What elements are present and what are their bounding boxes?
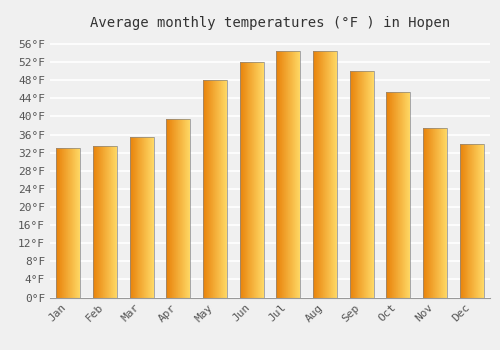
Bar xyxy=(56,148,80,298)
Bar xyxy=(130,137,154,298)
Bar xyxy=(276,51,300,298)
Bar xyxy=(93,146,117,298)
Bar xyxy=(350,71,374,298)
Bar xyxy=(313,51,337,298)
Bar xyxy=(460,144,483,298)
Bar xyxy=(386,92,410,298)
Bar xyxy=(203,80,227,298)
Bar xyxy=(240,62,264,298)
Title: Average monthly temperatures (°F ) in Hopen: Average monthly temperatures (°F ) in Ho… xyxy=(90,16,450,30)
Bar xyxy=(423,128,447,298)
Bar xyxy=(166,119,190,298)
